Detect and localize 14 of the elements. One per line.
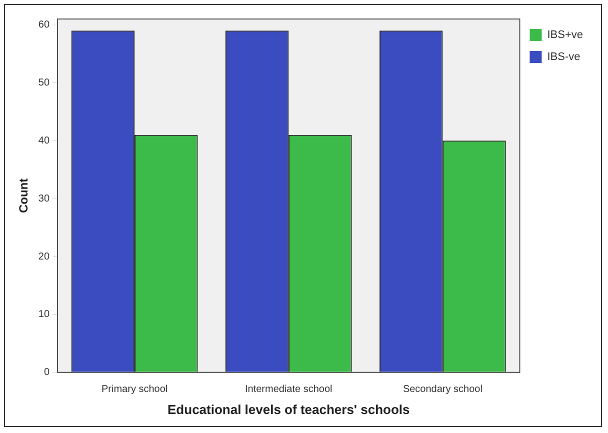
x-tick-label: Primary school xyxy=(101,384,168,396)
x-tick-label: Secondary school xyxy=(402,384,482,396)
y-tick-label: 50 xyxy=(38,77,50,88)
y-tick-label: 60 xyxy=(38,20,50,31)
y-tick-label: 0 xyxy=(44,367,50,378)
x-axis-title: Educational levels of teachers' schools xyxy=(168,402,410,417)
legend-label: IBS-ve xyxy=(547,51,580,64)
x-tick-label: Intermediate school xyxy=(244,384,332,396)
y-axis-title: Count xyxy=(16,178,31,214)
y-tick-label: 30 xyxy=(38,193,50,204)
y-tick-label: 20 xyxy=(38,251,50,262)
y-tick-label: 40 xyxy=(38,135,50,146)
y-tick-label: 10 xyxy=(38,309,50,320)
legend-label: IBS+ve xyxy=(547,29,584,42)
